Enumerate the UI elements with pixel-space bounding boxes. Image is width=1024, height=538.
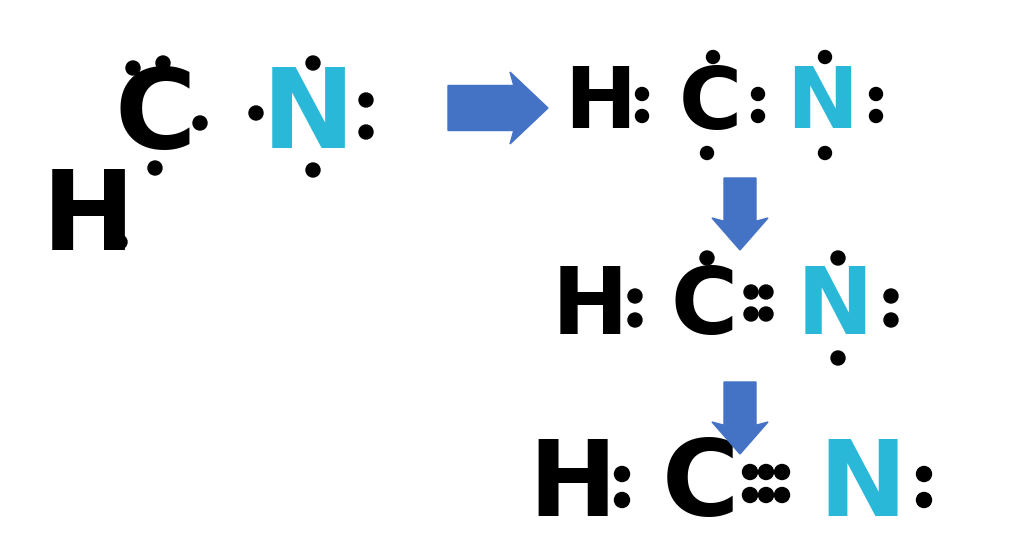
Circle shape [752, 88, 765, 101]
Circle shape [742, 464, 758, 479]
FancyArrow shape [712, 382, 768, 454]
Circle shape [700, 251, 714, 265]
Circle shape [916, 466, 932, 482]
Circle shape [628, 313, 642, 327]
Circle shape [306, 163, 319, 177]
Circle shape [884, 289, 898, 303]
Circle shape [742, 487, 758, 502]
Circle shape [707, 51, 720, 63]
Circle shape [249, 106, 263, 120]
Circle shape [759, 464, 773, 479]
Circle shape [359, 93, 373, 107]
Circle shape [156, 56, 170, 70]
Text: N: N [261, 65, 354, 172]
Circle shape [774, 464, 790, 479]
Text: N: N [786, 63, 858, 146]
Circle shape [636, 88, 648, 101]
Circle shape [700, 146, 714, 159]
Text: H: H [564, 63, 636, 146]
Circle shape [759, 285, 773, 299]
Text: H: H [42, 166, 135, 273]
Circle shape [306, 56, 319, 70]
Text: N: N [797, 263, 873, 353]
Text: H: H [528, 436, 616, 538]
Text: C: C [671, 263, 737, 353]
FancyArrow shape [712, 178, 768, 250]
Circle shape [636, 110, 648, 123]
Circle shape [869, 88, 883, 101]
Circle shape [759, 487, 773, 502]
Text: N: N [818, 436, 906, 538]
Circle shape [818, 146, 831, 159]
Circle shape [831, 351, 845, 365]
Circle shape [831, 251, 845, 265]
Circle shape [744, 285, 758, 299]
Circle shape [359, 125, 373, 139]
Circle shape [818, 51, 831, 63]
Circle shape [126, 61, 140, 75]
Circle shape [774, 487, 790, 502]
Circle shape [916, 492, 932, 507]
Circle shape [193, 116, 207, 130]
Text: C: C [662, 436, 738, 538]
Text: C: C [115, 65, 196, 172]
Text: C: C [678, 63, 741, 146]
Circle shape [614, 492, 630, 507]
Circle shape [759, 307, 773, 321]
Circle shape [744, 307, 758, 321]
Circle shape [628, 289, 642, 303]
Circle shape [614, 466, 630, 482]
Text: H: H [552, 263, 629, 353]
Circle shape [884, 313, 898, 327]
Circle shape [752, 110, 765, 123]
Circle shape [148, 161, 162, 175]
FancyArrow shape [449, 72, 548, 144]
Circle shape [113, 235, 127, 249]
Circle shape [869, 110, 883, 123]
